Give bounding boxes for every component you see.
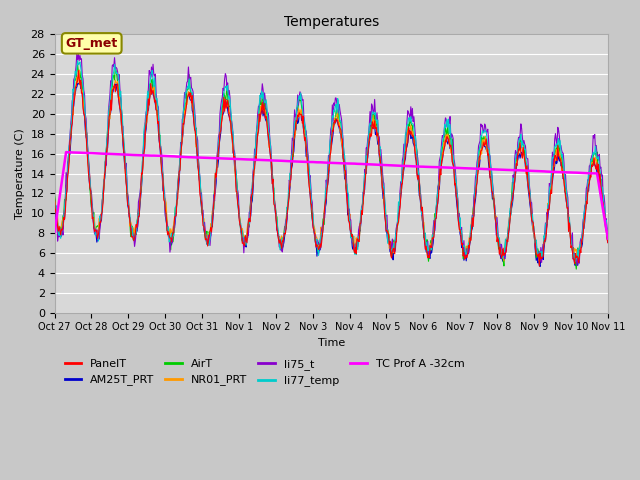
X-axis label: Time: Time [317, 338, 345, 348]
Text: GT_met: GT_met [65, 37, 118, 50]
Title: Temperatures: Temperatures [284, 15, 379, 29]
Y-axis label: Temperature (C): Temperature (C) [15, 128, 25, 219]
Legend: PanelT, AM25T_PRT, AirT, NR01_PRT, li75_t, li77_temp, TC Prof A -32cm: PanelT, AM25T_PRT, AirT, NR01_PRT, li75_… [60, 355, 469, 391]
